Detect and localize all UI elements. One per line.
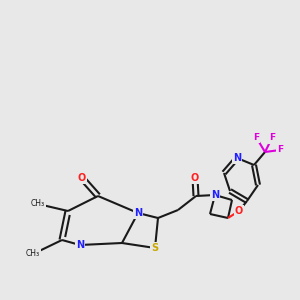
Text: F: F xyxy=(269,134,275,142)
Text: N: N xyxy=(211,190,219,200)
Text: CH₃: CH₃ xyxy=(26,250,40,259)
Text: N: N xyxy=(76,240,84,250)
Text: O: O xyxy=(191,173,199,183)
Text: O: O xyxy=(235,206,243,216)
Text: S: S xyxy=(152,243,159,253)
Text: F: F xyxy=(277,146,283,154)
Text: O: O xyxy=(78,173,86,183)
Text: N: N xyxy=(134,208,142,218)
Text: F: F xyxy=(253,133,259,142)
Text: CH₃: CH₃ xyxy=(31,200,45,208)
Text: N: N xyxy=(233,153,241,163)
